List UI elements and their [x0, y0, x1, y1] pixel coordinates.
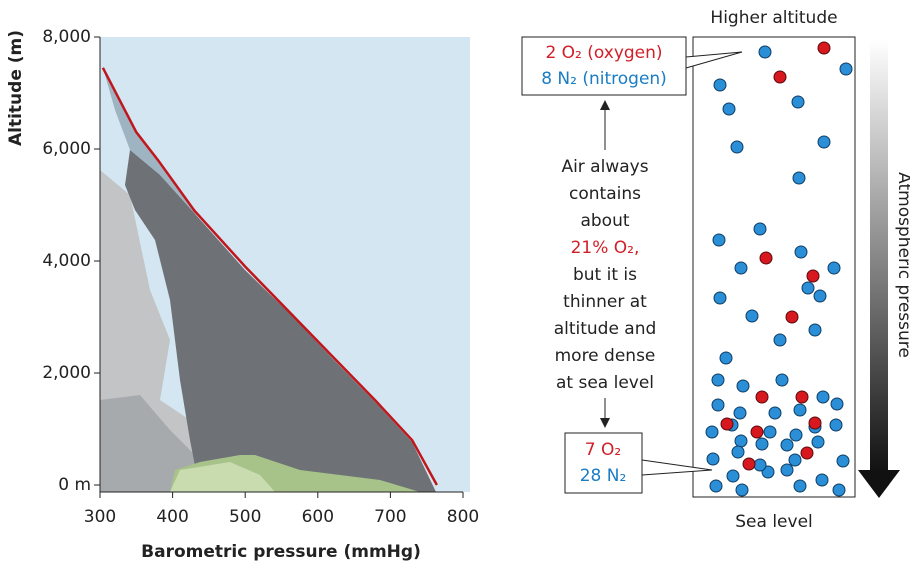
note-line: Air always	[561, 157, 648, 177]
nitrogen-molecule	[754, 223, 766, 235]
x-tick-label: 300	[84, 507, 116, 527]
nitrogen-molecule	[706, 426, 718, 438]
nitrogen-molecule	[814, 290, 826, 302]
nitrogen-molecule	[802, 282, 814, 294]
nitrogen-molecule	[793, 172, 805, 184]
bottom-box-oxygen: 7 O₂	[585, 440, 621, 460]
note-line: but it is	[573, 265, 637, 285]
y-axis-title: Altitude (m)	[6, 30, 26, 146]
note-arrow-head	[600, 100, 610, 110]
nitrogen-molecule	[830, 419, 842, 431]
nitrogen-molecule	[837, 455, 849, 467]
note-line: about	[580, 211, 629, 231]
nitrogen-molecule	[789, 454, 801, 466]
nitrogen-molecule	[737, 380, 749, 392]
nitrogen-molecule	[727, 470, 739, 482]
bottom-label: Sea level	[735, 512, 813, 532]
oxygen-molecule	[760, 252, 772, 264]
landscape	[100, 37, 470, 492]
note-line: thinner at	[563, 292, 647, 312]
oxygen-molecule	[721, 418, 733, 430]
nitrogen-molecule	[817, 391, 829, 403]
nitrogen-molecule	[769, 407, 781, 419]
nitrogen-molecule	[754, 459, 766, 471]
nitrogen-molecule	[840, 63, 852, 75]
oxygen-molecule	[743, 458, 755, 470]
oxygen-molecule	[786, 311, 798, 323]
note: Air always contains about 21% O₂, but it is t…	[554, 157, 657, 393]
nitrogen-molecule	[816, 474, 828, 486]
oxygen-molecule	[774, 71, 786, 83]
oxygen-molecule	[809, 417, 821, 429]
note-line: contains	[569, 184, 641, 204]
y-tick-label: 4,000	[42, 251, 91, 271]
oxygen-molecule	[756, 391, 768, 403]
oxygen-molecule	[751, 426, 763, 438]
arrow-head	[858, 470, 900, 498]
pressure-arrow	[870, 40, 888, 472]
nitrogen-molecule	[781, 464, 793, 476]
x-tick-label: 500	[229, 507, 261, 527]
nitrogen-molecule	[774, 334, 786, 346]
nitrogen-molecule	[818, 136, 830, 148]
nitrogen-molecule	[710, 480, 722, 492]
y-tick-label: 0 m	[58, 475, 91, 495]
nitrogen-molecule	[735, 435, 747, 447]
note-arrow-head	[600, 418, 610, 428]
nitrogen-molecule	[790, 429, 802, 441]
note-line: 21% O₂,	[571, 238, 640, 258]
nitrogen-molecule	[734, 407, 746, 419]
nitrogen-molecule	[712, 374, 724, 386]
y-tick-label: 2,000	[42, 363, 91, 383]
nitrogen-molecule	[731, 141, 743, 153]
nitrogen-molecule	[732, 446, 744, 458]
nitrogen-molecule	[736, 484, 748, 496]
nitrogen-molecule	[756, 438, 768, 450]
figure: Barometric pressure (mmHg) Altitude (m) …	[0, 0, 910, 564]
note-line: at sea level	[556, 373, 654, 393]
nitrogen-molecule	[812, 436, 824, 448]
nitrogen-molecule	[794, 480, 806, 492]
nitrogen-molecule	[735, 262, 747, 274]
x-tick-label: 700	[374, 507, 406, 527]
nitrogen-molecule	[707, 453, 719, 465]
nitrogen-molecule	[781, 439, 793, 451]
y-tick-label: 8,000	[42, 27, 91, 47]
oxygen-molecule	[801, 447, 813, 459]
nitrogen-molecule	[746, 310, 758, 322]
x-tick-label: 800	[447, 507, 479, 527]
bottom-box-nitrogen: 28 N₂	[580, 466, 627, 486]
x-axis-title: Barometric pressure (mmHg)	[141, 542, 421, 562]
nitrogen-molecule	[792, 96, 804, 108]
arrow-label: Atmospheric pressure	[894, 172, 910, 358]
nitrogen-molecule	[712, 399, 724, 411]
nitrogen-molecule	[776, 374, 788, 386]
nitrogen-molecule	[794, 404, 806, 416]
top-box-oxygen: 2 O₂ (oxygen)	[545, 43, 662, 63]
nitrogen-molecule	[714, 292, 726, 304]
nitrogen-molecule	[713, 234, 725, 246]
nitrogen-molecule	[764, 426, 776, 438]
nitrogen-molecule	[759, 46, 771, 58]
nitrogen-molecule	[720, 352, 732, 364]
nitrogen-molecule	[828, 262, 840, 274]
note-line: more dense	[555, 346, 656, 366]
nitrogen-molecule	[809, 324, 821, 336]
x-tick-label: 600	[302, 507, 334, 527]
nitrogen-molecule	[833, 484, 845, 496]
nitrogen-molecule	[831, 398, 843, 410]
nitrogen-molecule	[714, 79, 726, 91]
oxygen-molecule	[818, 42, 830, 54]
nitrogen-molecule	[723, 103, 735, 115]
note-line: altitude and	[554, 319, 657, 339]
y-tick-label: 6,000	[42, 139, 91, 159]
nitrogen-molecule	[795, 246, 807, 258]
oxygen-molecule	[796, 391, 808, 403]
top-label: Higher altitude	[710, 8, 837, 28]
top-box-nitrogen: 8 N₂ (nitrogen)	[541, 69, 667, 89]
x-tick-label: 400	[156, 507, 188, 527]
oxygen-molecule	[807, 270, 819, 282]
